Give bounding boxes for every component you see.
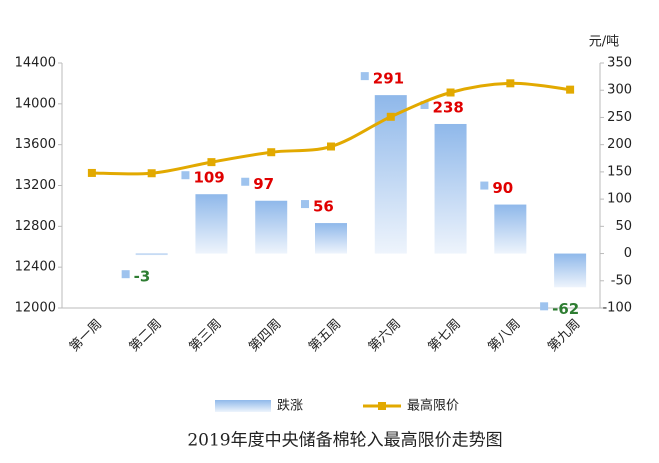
y2-tick-label: 50 xyxy=(615,219,632,234)
y-tick-label: 12000 xyxy=(15,301,56,316)
bar xyxy=(135,253,168,256)
legend-label: 跌涨 xyxy=(277,398,303,414)
bar xyxy=(554,253,587,288)
value-label: 238 xyxy=(433,98,464,116)
y2-axis-label: 元/吨 xyxy=(589,35,619,50)
y-tick-label: 12800 xyxy=(15,219,56,234)
y-tick-label: 13600 xyxy=(15,137,56,152)
legend-key xyxy=(215,400,271,412)
bar xyxy=(494,204,527,254)
value-label: 97 xyxy=(253,175,274,193)
x-tick-label: 第四周 xyxy=(246,317,284,355)
value-label: 109 xyxy=(193,169,224,187)
value-label: -62 xyxy=(552,300,579,318)
x-tick-label: 第九周 xyxy=(545,317,583,355)
line-marker xyxy=(147,169,156,178)
x-tick-label: 第一周 xyxy=(67,317,105,355)
y2-tick-label: 0 xyxy=(624,246,632,261)
y2-tick-label: 100 xyxy=(607,192,632,207)
line xyxy=(91,81,571,176)
chart-title: 2019年度中央储备棉轮入最高限价走势图 xyxy=(187,431,502,451)
y2-tick-label: -100 xyxy=(602,301,632,316)
y2-tick-label: 200 xyxy=(607,137,632,152)
line-marker xyxy=(386,112,395,121)
x-tick-label: 第三周 xyxy=(187,317,225,355)
x-tick-label: 第二周 xyxy=(127,317,165,355)
label-marker xyxy=(540,302,549,311)
value-label: 90 xyxy=(492,179,513,197)
value-label: -3 xyxy=(134,268,151,286)
y2-tick-label: 150 xyxy=(607,164,632,179)
legend-key xyxy=(378,402,386,410)
label-marker xyxy=(121,270,130,279)
x-tick-label: 第八周 xyxy=(485,317,523,355)
value-label: 56 xyxy=(313,198,334,216)
label-marker xyxy=(480,181,489,190)
y-tick-label: 14400 xyxy=(15,56,56,71)
label-marker xyxy=(360,72,369,81)
bar xyxy=(434,123,467,254)
legend-label: 最高限价 xyxy=(407,398,459,414)
label-marker xyxy=(241,177,250,186)
label-marker xyxy=(301,200,309,209)
y-tick-label: 13200 xyxy=(15,178,56,193)
line-marker xyxy=(267,148,276,157)
line-marker xyxy=(87,168,96,177)
x-tick-label: 第七周 xyxy=(426,317,464,355)
label-marker xyxy=(420,100,429,109)
x-tick-label: 第六周 xyxy=(366,317,404,355)
bar xyxy=(315,223,347,254)
y-tick-label: 14000 xyxy=(15,96,56,111)
line-marker xyxy=(327,142,335,151)
label-marker xyxy=(181,171,190,180)
x-tick-label: 第五周 xyxy=(306,317,344,355)
bar xyxy=(195,194,228,254)
line-marker xyxy=(566,85,575,94)
y-tick-label: 12400 xyxy=(15,260,56,275)
value-label: 291 xyxy=(373,70,404,88)
line-marker xyxy=(506,79,515,88)
y2-tick-label: -50 xyxy=(611,273,632,288)
y2-tick-label: 250 xyxy=(607,110,632,125)
bar xyxy=(255,200,288,254)
y2-tick-label: 350 xyxy=(607,56,632,71)
line-marker xyxy=(207,158,216,167)
y2-tick-label: 300 xyxy=(607,83,632,98)
line-marker xyxy=(446,88,455,97)
